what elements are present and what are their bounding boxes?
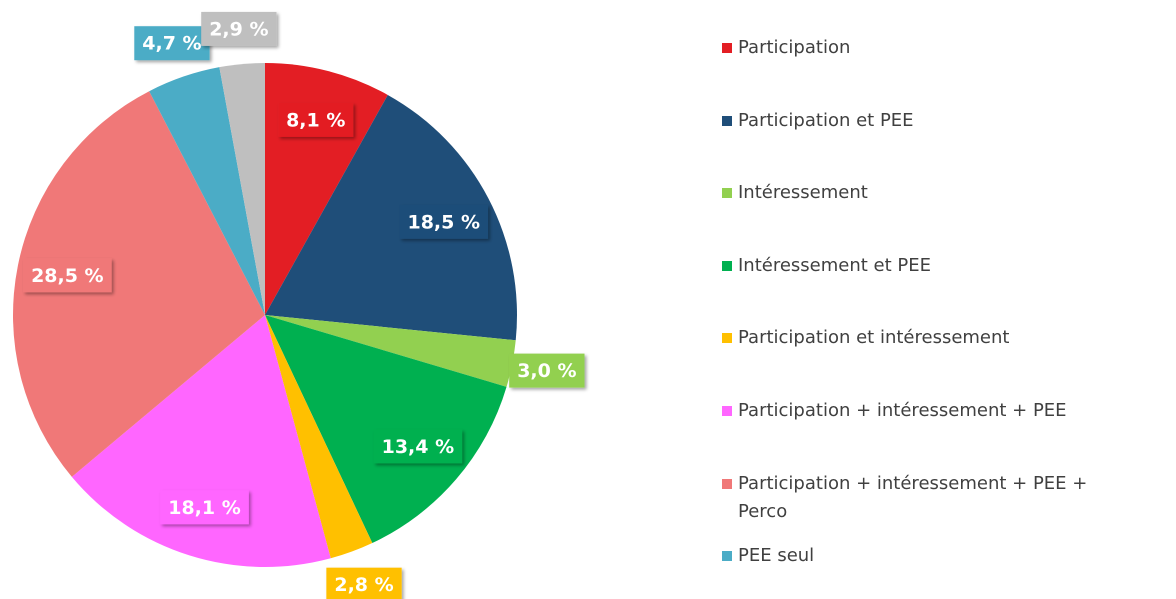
pie-slice [149, 67, 265, 315]
legend-swatch [722, 333, 732, 344]
data-label-box [160, 490, 249, 525]
legend-entry: Participation et intéressement [722, 324, 1142, 352]
pie-slice [219, 63, 265, 315]
data-label-text: 13,4 % [382, 436, 455, 458]
pie-slice [265, 315, 507, 544]
data-label-box [373, 429, 463, 464]
legend-swatch [722, 478, 732, 489]
data-label-text: 4,7 % [142, 33, 201, 55]
pie-slice [71, 315, 331, 568]
data-label-text: 18,5 % [407, 211, 480, 233]
legend-entry: PEE seul [722, 542, 1142, 570]
data-label-box [326, 567, 402, 599]
data-label-box [509, 353, 585, 388]
data-label: 18,1 % [160, 490, 249, 525]
pie-slice [265, 315, 516, 387]
legend-label: Intéressement [738, 182, 868, 204]
data-label: 28,5 % [23, 258, 112, 293]
data-label-box [23, 258, 112, 293]
legend-entry: Participation + intéressement + PEE + Pe… [722, 470, 1142, 526]
legend-label: Intéressement et PEE [738, 254, 932, 276]
legend-entry: Participation + intéressement + PEE [722, 397, 1142, 425]
data-label-box [134, 26, 210, 61]
pie-slice [265, 94, 517, 341]
data-label: 13,4 % [373, 429, 463, 464]
data-label: 8,1 % [278, 102, 354, 137]
legend-swatch [722, 188, 732, 199]
legend-label: Participation et PEE [738, 109, 914, 131]
data-label-box [201, 11, 277, 46]
data-label-text: 8,1 % [286, 109, 345, 131]
legend-swatch [722, 406, 732, 416]
legend-swatch [722, 551, 732, 562]
data-label: 3,0 % [509, 353, 585, 388]
data-label-text: 3,0 % [517, 360, 576, 382]
legend-swatch [722, 260, 732, 271]
pie-slice [12, 91, 265, 477]
data-label-box [399, 204, 489, 239]
chart: 8,1 % 18,5 % 3,0 % 13,4 % 2,8 % 18,1 % 28,5 % 4… [12, 11, 585, 599]
data-label-text: 2,9 % [209, 18, 268, 40]
legend-label: Participation [738, 37, 851, 58]
legend-entry: Participation et PEE [722, 107, 1142, 135]
legend-entry: Participation [722, 34, 1142, 62]
legend-label: Participation et intéressement [738, 327, 1010, 349]
data-label: 18,5 % [399, 204, 489, 239]
data-label-text: 28,5 % [31, 265, 104, 287]
data-label-text: 18,1 % [168, 497, 241, 519]
legend-entry: Intéressement et PEE [722, 252, 1142, 280]
data-label: 2,9 % [201, 11, 277, 46]
data-label-box [278, 102, 354, 137]
legend-label: Participation + intéressement + PEE [738, 400, 1067, 421]
legend-swatch [722, 43, 732, 53]
legend-label: Participation + intéressement + PEE + Pe… [738, 472, 1088, 522]
legend-entry: Intéressement [722, 179, 1142, 207]
legend-swatch [722, 115, 732, 126]
data-label: 2,8 % [326, 567, 402, 599]
data-label: 4,7 % [134, 26, 210, 61]
data-label-text: 2,8 % [334, 574, 393, 596]
pie-slice [265, 315, 373, 559]
legend-label: PEE seul [738, 545, 815, 567]
